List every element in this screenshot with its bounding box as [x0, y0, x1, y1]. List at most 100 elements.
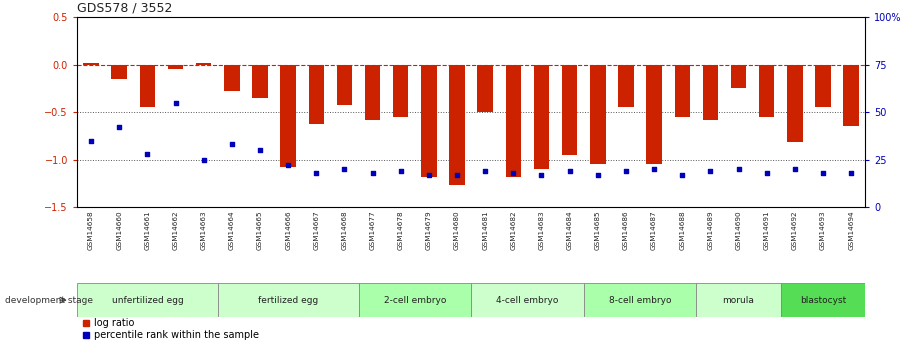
Text: GSM14666: GSM14666 — [285, 211, 291, 250]
Point — [393, 168, 408, 174]
Bar — [421, 65, 437, 177]
Bar — [506, 65, 521, 177]
Point — [253, 147, 267, 153]
Point — [843, 170, 858, 176]
Text: 2-cell embryo: 2-cell embryo — [383, 296, 446, 305]
Text: GSM14686: GSM14686 — [623, 211, 629, 250]
Bar — [534, 65, 549, 169]
Text: GSM14684: GSM14684 — [566, 211, 573, 250]
Bar — [787, 65, 803, 142]
Point — [365, 170, 380, 176]
Text: GSM14687: GSM14687 — [651, 211, 657, 250]
Point — [563, 168, 577, 174]
Text: GSM14694: GSM14694 — [848, 211, 854, 250]
Point — [815, 170, 830, 176]
Point — [478, 168, 493, 174]
Point — [84, 138, 99, 144]
Text: GSM14683: GSM14683 — [538, 211, 545, 250]
Bar — [449, 65, 465, 185]
Bar — [781, 283, 865, 317]
Bar — [618, 65, 633, 107]
Text: GSM14692: GSM14692 — [792, 211, 798, 250]
Bar — [83, 63, 99, 65]
Text: morula: morula — [723, 296, 755, 305]
Bar — [703, 65, 718, 120]
Text: GSM14689: GSM14689 — [708, 211, 713, 250]
Point — [619, 168, 633, 174]
Point — [281, 162, 295, 168]
Bar — [111, 65, 127, 79]
Bar — [217, 283, 359, 317]
Point — [535, 172, 549, 177]
Point — [225, 141, 239, 147]
Text: fertilized egg: fertilized egg — [258, 296, 318, 305]
Text: GSM14691: GSM14691 — [764, 211, 770, 250]
Bar — [77, 283, 217, 317]
Text: GSM14658: GSM14658 — [88, 211, 94, 250]
Text: GSM14693: GSM14693 — [820, 211, 826, 250]
Bar — [815, 65, 831, 107]
Text: GSM14685: GSM14685 — [595, 211, 601, 250]
Text: GSM14664: GSM14664 — [229, 211, 235, 250]
Bar — [471, 283, 583, 317]
Bar — [359, 283, 471, 317]
Point — [309, 170, 323, 176]
Bar — [674, 65, 690, 117]
Bar — [252, 65, 268, 98]
Point — [140, 151, 155, 157]
Text: GSM14679: GSM14679 — [426, 211, 432, 250]
Point — [675, 172, 689, 177]
Text: development stage: development stage — [5, 296, 92, 305]
Bar — [590, 65, 605, 164]
Point — [647, 166, 661, 172]
Bar — [168, 65, 183, 69]
Bar — [393, 65, 409, 117]
Bar — [224, 65, 239, 91]
Bar — [759, 65, 775, 117]
Text: GSM14662: GSM14662 — [172, 211, 178, 250]
Point — [703, 168, 718, 174]
Bar — [731, 65, 747, 88]
Bar — [196, 63, 211, 65]
Text: GDS578 / 3552: GDS578 / 3552 — [77, 2, 172, 15]
Text: GSM14667: GSM14667 — [313, 211, 319, 250]
Point — [421, 172, 436, 177]
Bar — [843, 65, 859, 126]
Bar — [365, 65, 381, 120]
Text: GSM14660: GSM14660 — [116, 211, 122, 250]
Point — [759, 170, 774, 176]
Point — [197, 157, 211, 162]
Bar — [583, 283, 697, 317]
Point — [591, 172, 605, 177]
Legend: log ratio, percentile rank within the sample: log ratio, percentile rank within the sa… — [82, 318, 258, 340]
Text: unfertilized egg: unfertilized egg — [111, 296, 183, 305]
Point — [337, 166, 352, 172]
Text: GSM14663: GSM14663 — [201, 211, 207, 250]
Text: GSM14690: GSM14690 — [736, 211, 741, 250]
Bar — [477, 65, 493, 112]
Bar — [337, 65, 352, 105]
Point — [449, 172, 464, 177]
Point — [731, 166, 746, 172]
Point — [169, 100, 183, 106]
Text: blastocyst: blastocyst — [800, 296, 846, 305]
Bar — [697, 283, 781, 317]
Bar — [562, 65, 577, 155]
Point — [506, 170, 521, 176]
Point — [787, 166, 802, 172]
Text: GSM14661: GSM14661 — [144, 211, 150, 250]
Bar — [309, 65, 324, 124]
Text: 4-cell embryo: 4-cell embryo — [496, 296, 559, 305]
Text: GSM14688: GSM14688 — [680, 211, 685, 250]
Bar — [140, 65, 155, 107]
Text: GSM14682: GSM14682 — [510, 211, 516, 250]
Text: GSM14680: GSM14680 — [454, 211, 460, 250]
Bar — [646, 65, 662, 164]
Text: GSM14678: GSM14678 — [398, 211, 404, 250]
Text: GSM14665: GSM14665 — [257, 211, 263, 250]
Text: 8-cell embryo: 8-cell embryo — [609, 296, 671, 305]
Text: GSM14668: GSM14668 — [342, 211, 347, 250]
Bar — [280, 65, 296, 167]
Point — [112, 125, 127, 130]
Text: GSM14677: GSM14677 — [370, 211, 376, 250]
